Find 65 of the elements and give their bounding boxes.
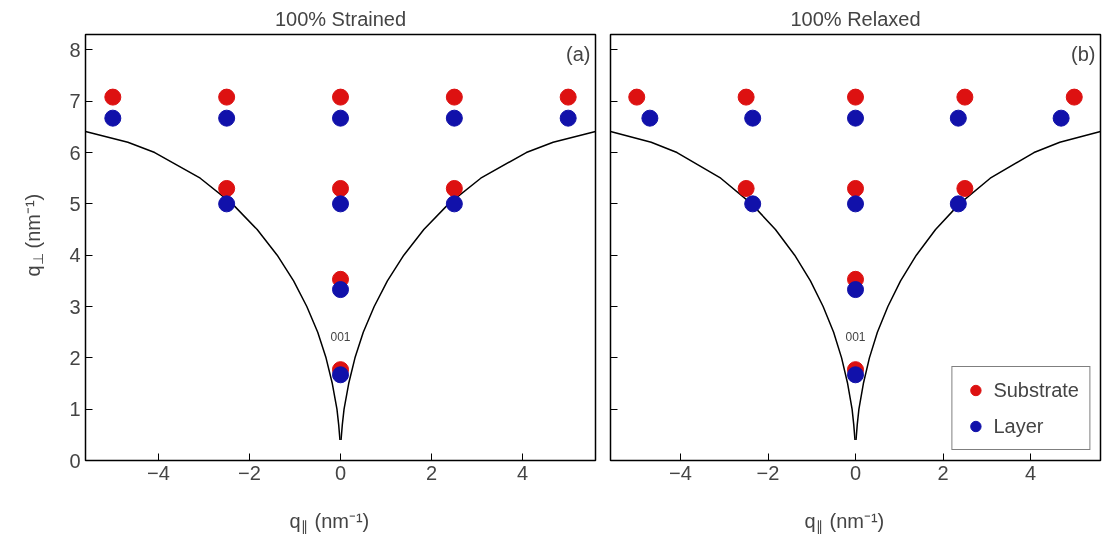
x-tick-label: −2 <box>238 461 261 484</box>
annotation: (b) <box>1071 42 1096 65</box>
annotation: 001 <box>330 330 351 345</box>
point <box>559 88 577 106</box>
x-tick-label: −4 <box>146 461 170 484</box>
y-tick-label: 7 <box>69 90 81 113</box>
point <box>332 195 349 213</box>
point <box>445 195 463 213</box>
point <box>445 179 463 197</box>
y-tick-label: 3 <box>69 295 81 318</box>
x-tick-label: 0 <box>334 461 347 484</box>
y-tick-label: 5 <box>69 192 81 215</box>
point <box>847 281 864 299</box>
point <box>104 88 122 106</box>
point <box>218 195 236 213</box>
point <box>332 366 349 384</box>
point <box>847 109 864 127</box>
point <box>1052 109 1070 127</box>
point <box>332 281 349 299</box>
point <box>218 109 236 127</box>
point <box>218 179 236 197</box>
point <box>847 366 864 384</box>
y-tick-label: 2 <box>69 346 81 369</box>
point <box>332 109 349 127</box>
x-tick-label: 0 <box>849 461 862 484</box>
point <box>1065 88 1083 106</box>
x-tick-label: 2 <box>937 461 949 484</box>
point <box>628 88 646 106</box>
legend-label: Substrate <box>993 378 1079 402</box>
y-tick-label: 1 <box>69 398 81 421</box>
y-axis-title: q⊥ (nm⁻¹) <box>22 193 46 277</box>
point <box>847 195 864 213</box>
chart-title: 100% Strained <box>274 7 407 30</box>
x-tick-label: −2 <box>756 461 780 484</box>
point <box>737 88 755 106</box>
point <box>559 109 577 127</box>
x-tick-label: 4 <box>1024 461 1037 484</box>
point <box>744 195 762 213</box>
point <box>332 88 349 106</box>
x-axis-title: q∥ (nm⁻¹) <box>289 510 370 534</box>
point <box>949 195 967 213</box>
point <box>445 109 463 127</box>
point <box>737 179 755 197</box>
point <box>744 109 762 127</box>
point <box>956 88 974 106</box>
annotation: 001 <box>845 330 866 345</box>
annotation: (a) <box>566 42 591 65</box>
point <box>956 179 974 197</box>
point <box>218 88 236 106</box>
legend-label: Layer <box>993 414 1044 438</box>
y-tick-label: 4 <box>69 244 81 267</box>
chart-title: 100% Relaxed <box>790 7 921 30</box>
point <box>949 109 967 127</box>
point <box>847 179 864 197</box>
y-tick-label: 6 <box>69 141 81 164</box>
y-tick-label: 8 <box>69 38 81 61</box>
x-axis-title: q∥ (nm⁻¹) <box>804 510 885 534</box>
x-tick-label: 4 <box>517 461 529 484</box>
point <box>641 109 659 127</box>
point <box>847 88 864 106</box>
point <box>445 88 463 106</box>
point <box>332 179 349 197</box>
x-tick-label: −4 <box>669 461 692 484</box>
x-tick-label: 2 <box>426 461 438 484</box>
point <box>104 109 122 127</box>
